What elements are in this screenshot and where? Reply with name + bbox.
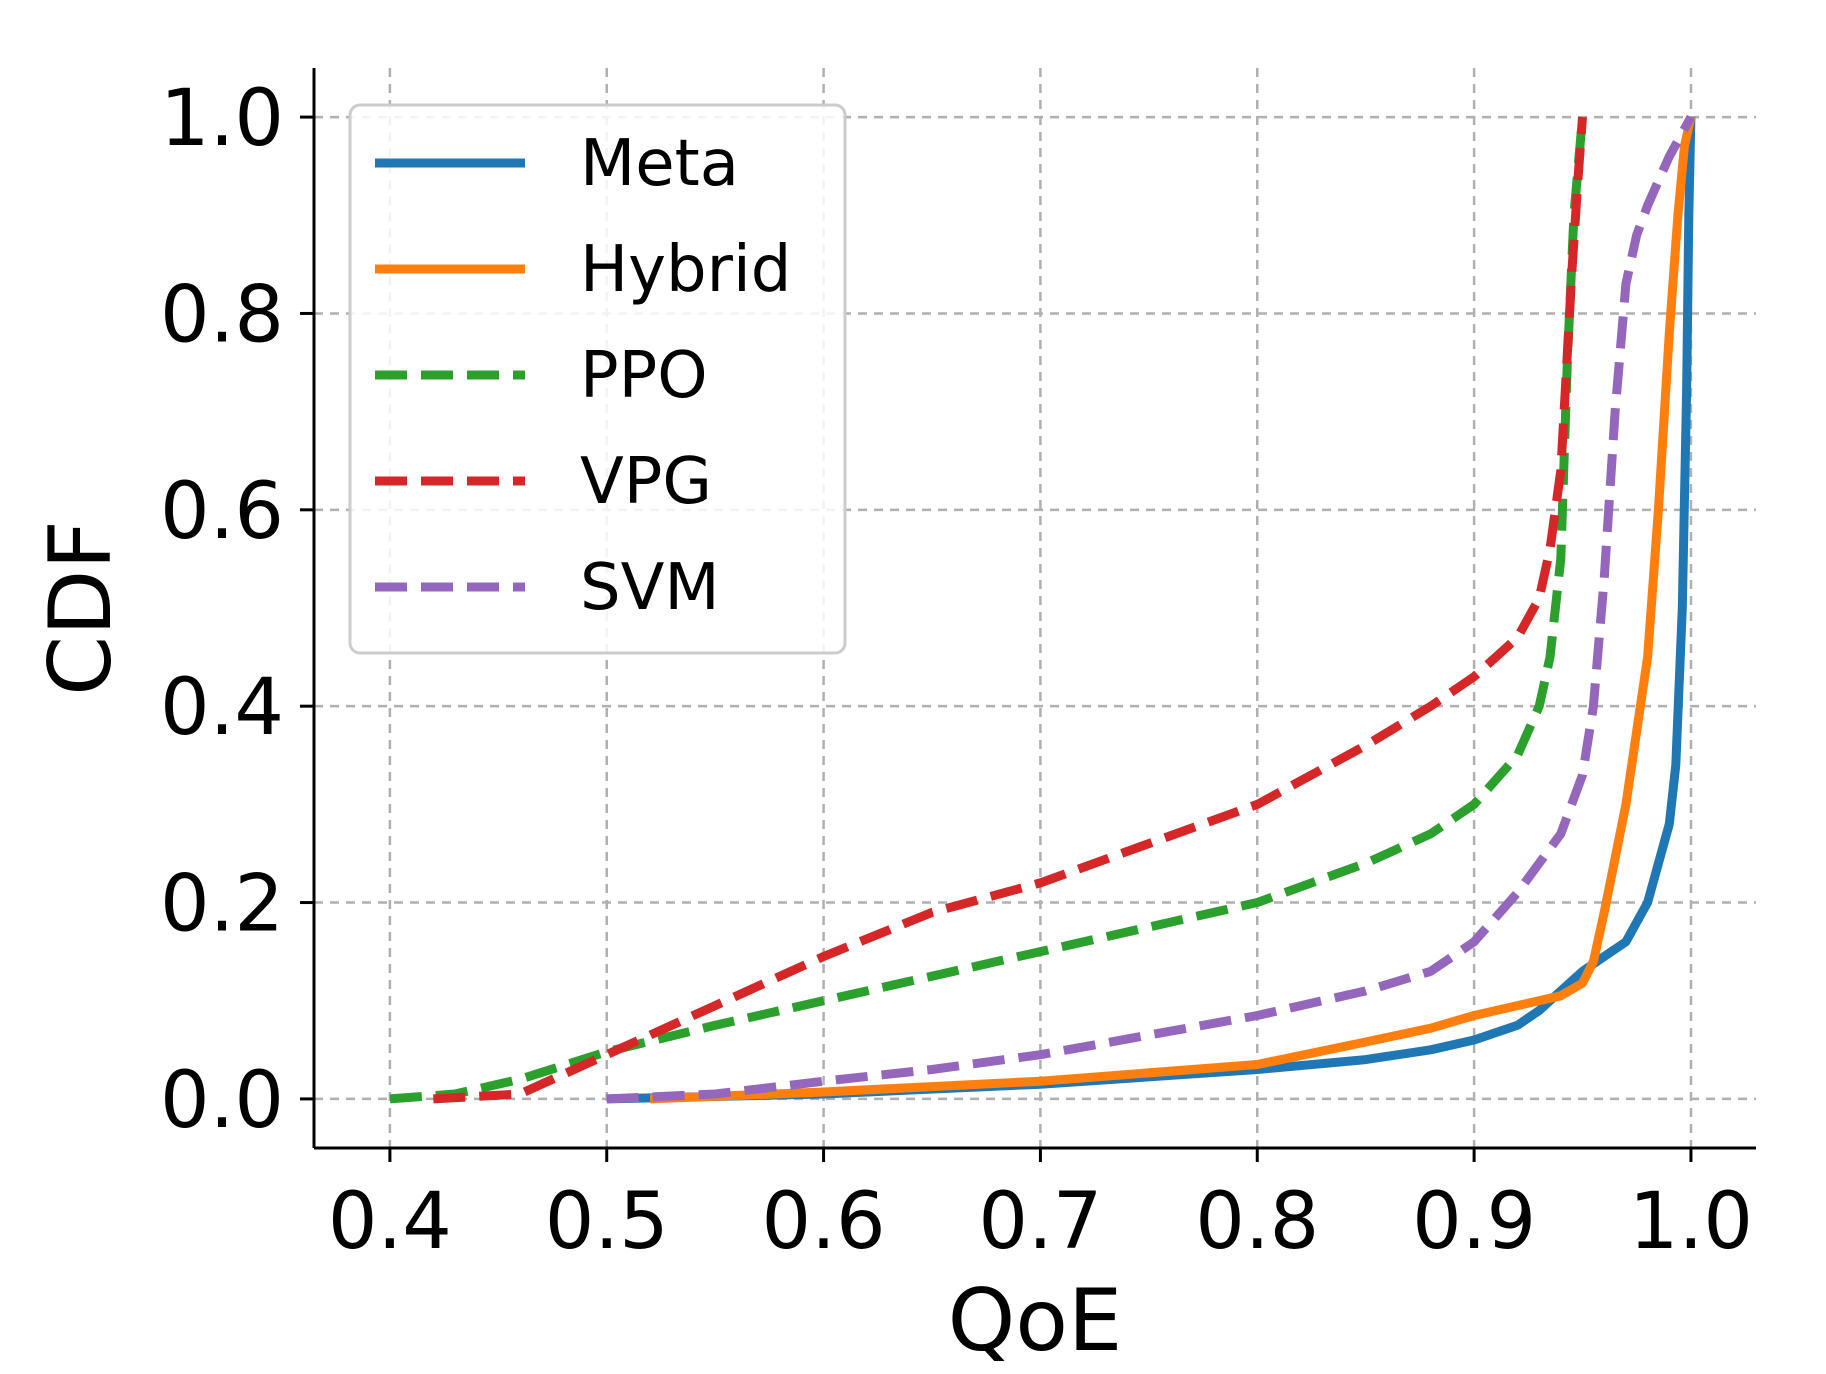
series-line-meta [606, 117, 1696, 1104]
y-tick-label: 0.8 [160, 270, 284, 360]
legend-label-meta: Meta [580, 127, 739, 201]
series-line-svm [606, 114, 1695, 1104]
x-tick-label: 0.4 [328, 1177, 452, 1267]
series-line-vpg [433, 116, 1587, 1104]
legend-label-vpg: VPG [580, 445, 712, 519]
y-tick-label: 0.2 [160, 860, 284, 950]
x-tick-label: 0.5 [545, 1177, 669, 1267]
x-tick-label: 1.0 [1629, 1177, 1753, 1267]
series-line-hybrid [649, 116, 1696, 1104]
x-tick-label: 0.7 [978, 1177, 1102, 1267]
tick-labels: 0.4 0.5 0.6 0.7 0.8 0.9 1.0 0.0 0.2 0.4 0.6 0.8 1.0 [160, 74, 1753, 1267]
series-lines [389, 114, 1696, 1104]
legend: Meta Hybrid PPO VPG SVM [348, 103, 847, 655]
x-tick-label: 0.6 [762, 1177, 886, 1267]
legend-label-svm: SVM [580, 551, 720, 625]
legend-box [348, 103, 847, 655]
y-tick-label: 0.6 [160, 467, 284, 557]
legend-label-ppo: PPO [580, 339, 708, 413]
legend-label-hybrid: Hybrid [580, 233, 791, 307]
x-tick-label: 0.8 [1195, 1177, 1319, 1267]
x-axis-label: QoE [948, 1271, 1123, 1370]
y-tick-label: 0.0 [160, 1056, 284, 1146]
y-axis-label: CDF [31, 520, 131, 696]
y-tick-label: 1.0 [160, 74, 284, 164]
y-tick-label: 0.4 [160, 663, 284, 753]
x-tick-label: 0.9 [1412, 1177, 1536, 1267]
axes [300, 68, 1756, 1162]
